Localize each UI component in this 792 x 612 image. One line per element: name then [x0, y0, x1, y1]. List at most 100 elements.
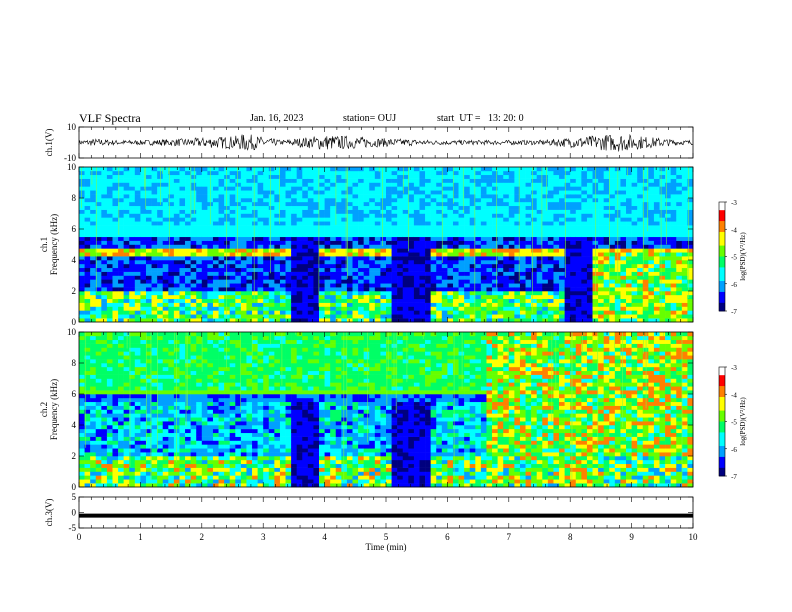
spec-cell: [614, 283, 621, 288]
spec-cell: [402, 260, 409, 265]
spec-cell: [452, 263, 459, 269]
spec-cell: [464, 213, 471, 218]
spec-cell: [598, 256, 604, 261]
spec-cell: [452, 190, 459, 195]
spec-cell: [330, 263, 337, 269]
spec-cell: [352, 213, 359, 218]
spec-cell: [475, 248, 482, 253]
spec-cell: [519, 314, 526, 319]
spec-cell: [207, 232, 214, 238]
spec-cell: [212, 252, 219, 257]
spec-cell: [564, 267, 571, 272]
spec-cell: [525, 291, 532, 296]
spec-cell: [525, 240, 532, 245]
spec-cell: [90, 178, 97, 183]
spec-cell: [162, 201, 169, 207]
spec-cell: [531, 217, 538, 222]
spec-cell: [564, 182, 571, 187]
spec-cell: [486, 306, 493, 311]
spec-cell: [570, 310, 577, 315]
spec-cell: [151, 205, 158, 210]
spec-cell: [369, 294, 376, 300]
spec-cell: [246, 294, 253, 300]
spec-cell: [224, 209, 231, 214]
spec-cell: [492, 186, 498, 191]
spec-cell: [201, 174, 208, 179]
spec-cell: [508, 275, 515, 280]
spec-cell: [464, 229, 471, 234]
spec-cell: [681, 240, 688, 245]
spec-cell: [620, 213, 627, 218]
spec-cell: [653, 170, 660, 176]
spec-cell: [123, 244, 130, 249]
spec-cell: [324, 190, 331, 195]
spec-cell: [547, 306, 554, 311]
spec-cell: [581, 190, 588, 195]
spec-cell: [218, 279, 225, 284]
spec-cell: [402, 182, 409, 187]
spec-cell: [363, 283, 370, 288]
spec-cell: [508, 217, 515, 222]
spec-cell: [173, 167, 180, 172]
spec-cell: [665, 275, 671, 280]
spec-cell: [430, 291, 437, 296]
spec-cell: [201, 178, 208, 183]
spec-cell: [79, 355, 85, 360]
spec-cell: [380, 263, 387, 269]
spec-cell: [665, 310, 671, 315]
spec-cell: [101, 452, 108, 457]
spec-cell: [246, 178, 253, 183]
spec-cell: [218, 198, 225, 203]
spec-cell: [503, 201, 510, 207]
spec-cell: [196, 252, 203, 257]
spec-cell: [592, 318, 599, 323]
spec-cell: [447, 298, 454, 303]
spec-cell: [653, 182, 660, 187]
spec-cell: [112, 413, 119, 418]
spec-cell: [201, 217, 208, 222]
spec-cell: [240, 291, 247, 296]
spec-cell: [145, 244, 152, 249]
spec-cell: [386, 287, 392, 292]
spec-cell: [413, 318, 420, 323]
spec-cell: [257, 178, 264, 183]
spec-cell: [642, 263, 649, 269]
spec-cell: [598, 186, 604, 191]
spec-cell: [134, 248, 141, 253]
spec-cell: [553, 279, 560, 284]
spec-cell: [369, 287, 376, 292]
spec-cell: [106, 182, 113, 187]
spec-cell: [106, 213, 113, 218]
spec-cell: [581, 291, 588, 296]
spec-cell: [676, 294, 683, 300]
spec-cell: [101, 198, 108, 203]
spec-cell: [296, 213, 303, 218]
spec-cell: [626, 298, 632, 303]
spec-cell: [235, 267, 242, 272]
spec-cell: [665, 190, 671, 195]
spec-cell: [90, 382, 97, 387]
spec-cell: [140, 436, 147, 441]
spec-cell: [492, 170, 498, 176]
spec-cell: [436, 256, 443, 261]
spec-cell: [553, 174, 560, 179]
spec-cell: [402, 294, 409, 300]
spec-cell: [268, 170, 275, 176]
spec-cell: [252, 182, 258, 187]
spec-cell: [285, 252, 292, 257]
spec-cell: [553, 271, 560, 276]
spec-cell: [118, 436, 124, 441]
spec-cell: [369, 221, 376, 226]
spec-cell: [302, 174, 309, 179]
spec-cell: [90, 432, 97, 437]
spec-cell: [436, 182, 443, 187]
spec-cell: [380, 302, 387, 307]
spec-cell: [492, 310, 498, 315]
spec-cell: [240, 287, 247, 292]
spec-cell: [670, 256, 677, 261]
spec-cell: [307, 205, 314, 210]
spec-cell: [79, 279, 85, 284]
spec-cell: [79, 351, 85, 356]
spec-cell: [112, 213, 119, 218]
spec-cell: [469, 229, 476, 234]
